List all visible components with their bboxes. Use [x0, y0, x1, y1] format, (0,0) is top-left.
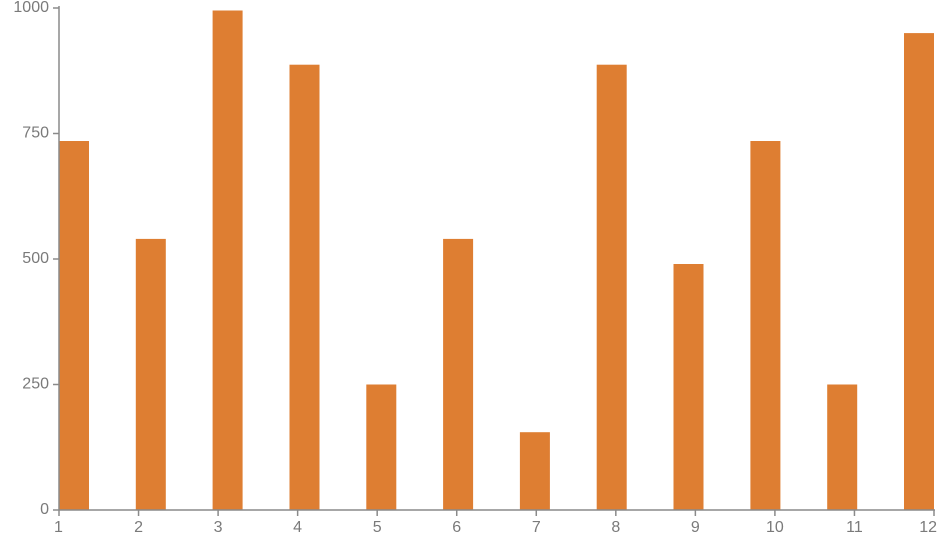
- bar-4: [289, 64, 320, 510]
- x-tick-label: 11: [846, 519, 863, 536]
- bar-9: [673, 264, 704, 510]
- x-tick-label: 10: [766, 519, 784, 536]
- bar-2: [135, 238, 166, 510]
- y-axis: 0 250 500 750 1000: [13, 0, 60, 518]
- bar-6: [443, 238, 474, 510]
- y-tick-label: 1000: [13, 0, 49, 16]
- bar-3: [212, 10, 243, 510]
- bar-1: [59, 141, 89, 510]
- y-tick-label: 500: [22, 250, 49, 267]
- x-axis: 1 2 3 4 5 6 7 8 9 10 11 12: [54, 509, 937, 536]
- x-tick-label: 1: [54, 519, 63, 536]
- x-tick-label: 9: [691, 519, 700, 536]
- y-tick-label: 0: [40, 501, 49, 518]
- y-tick-label: 250: [22, 376, 49, 393]
- x-tick-label: 12: [919, 519, 937, 536]
- bar-10: [750, 141, 781, 510]
- y-tick-label: 750: [22, 125, 49, 142]
- x-tick-label: 5: [373, 519, 382, 536]
- bars-group: [59, 10, 934, 510]
- x-tick-label: 2: [134, 519, 143, 536]
- bar-12: [904, 33, 934, 510]
- x-tick-label: 7: [532, 519, 541, 536]
- bar-7: [519, 432, 550, 510]
- bar-11: [827, 384, 858, 510]
- bar-5: [366, 384, 397, 510]
- x-tick-label: 6: [452, 519, 461, 536]
- x-tick-label: 8: [611, 519, 620, 536]
- x-tick-label: 3: [214, 519, 223, 536]
- x-tick-label: 4: [293, 519, 302, 536]
- bar-8: [596, 64, 627, 510]
